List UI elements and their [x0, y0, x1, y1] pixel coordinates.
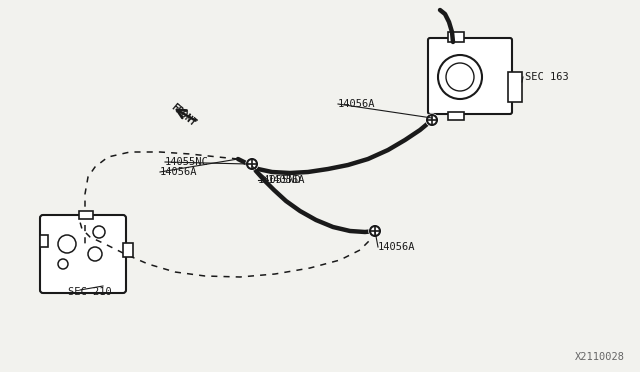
- Circle shape: [369, 225, 381, 237]
- Text: X2110028: X2110028: [575, 352, 625, 362]
- Text: SEC 163: SEC 163: [525, 72, 569, 82]
- Text: 14056A: 14056A: [268, 175, 305, 185]
- Bar: [40, 235, 48, 247]
- Text: 14056A: 14056A: [378, 242, 415, 252]
- Text: 14056A: 14056A: [160, 167, 198, 177]
- Bar: [448, 112, 464, 120]
- Text: 14056A: 14056A: [338, 99, 376, 109]
- Bar: [123, 243, 133, 257]
- Text: 14055ND: 14055ND: [258, 175, 301, 185]
- Circle shape: [246, 158, 258, 170]
- Bar: [508, 72, 522, 102]
- Bar: [79, 211, 93, 219]
- FancyBboxPatch shape: [40, 215, 126, 293]
- FancyBboxPatch shape: [428, 38, 512, 114]
- Text: FRONT: FRONT: [168, 102, 198, 128]
- Text: SEC 210: SEC 210: [68, 287, 112, 297]
- Text: 14055NC: 14055NC: [165, 157, 209, 167]
- Circle shape: [426, 114, 438, 126]
- Bar: [448, 32, 464, 42]
